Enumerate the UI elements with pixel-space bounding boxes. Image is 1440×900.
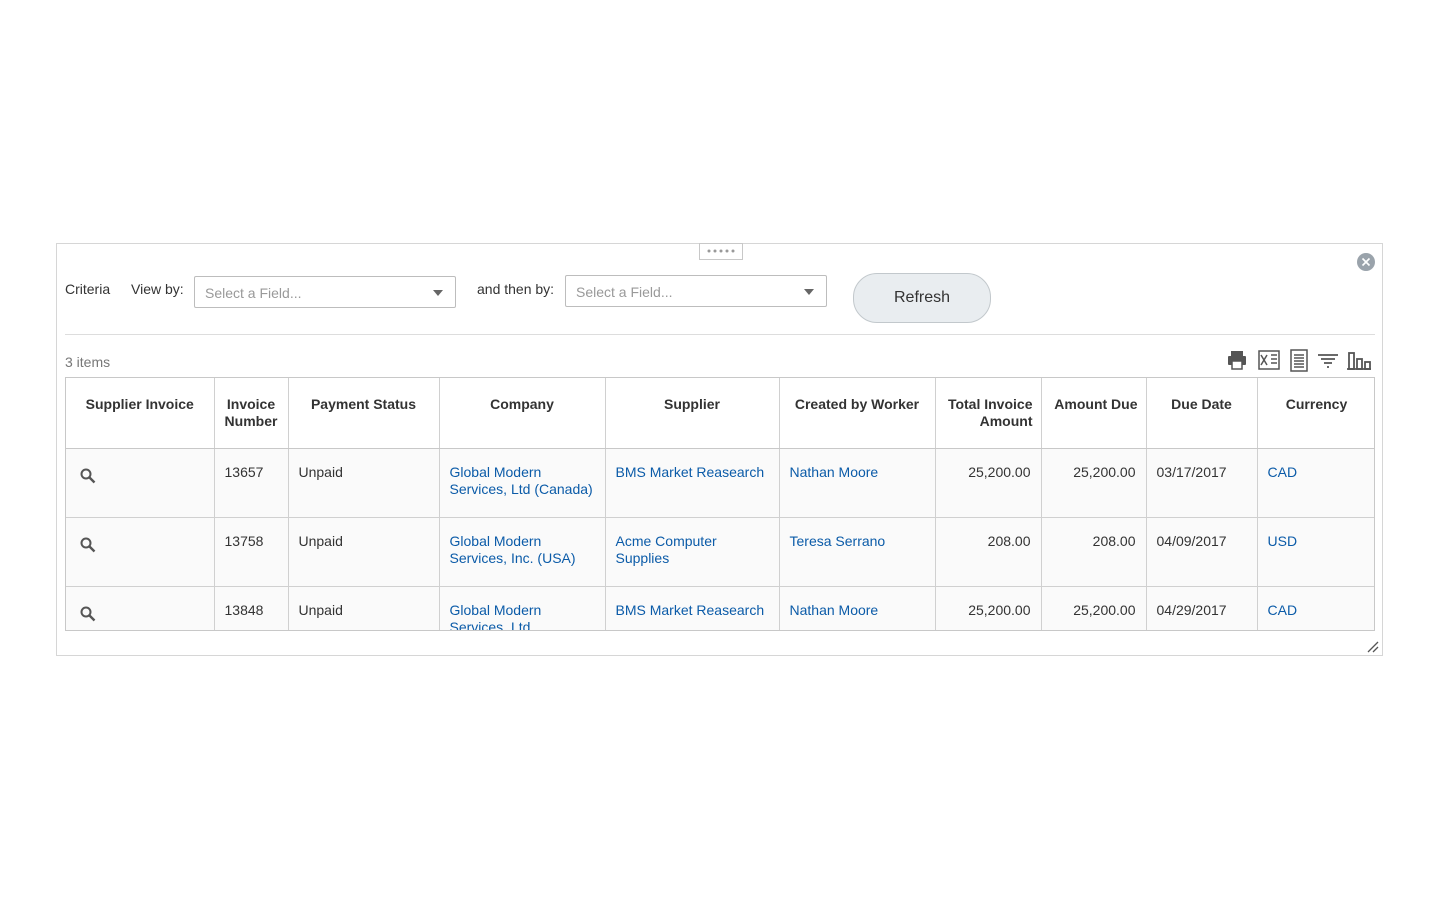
- view-cell: [66, 586, 215, 630]
- header-text: Due Date: [1171, 396, 1232, 412]
- header-text: Total Invoice Amount: [947, 396, 1033, 429]
- header-text: Supplier Invoice: [85, 396, 194, 412]
- dropdown-arrow: [433, 290, 443, 296]
- view-by-select[interactable]: Select a Field...: [194, 276, 456, 308]
- drag-handle[interactable]: [699, 243, 743, 261]
- magnifier-icon[interactable]: [80, 606, 96, 622]
- column-header: Invoice Number: [214, 378, 289, 449]
- invoice-table: Supplier Invoice Invoice Number Payment St…: [66, 378, 1374, 630]
- header-text: Company: [490, 396, 554, 412]
- link-cell[interactable]: CAD: [1257, 586, 1374, 630]
- link-cell[interactable]: Global Modern Services, Ltd (Canada): [439, 448, 606, 518]
- cell: 25,200.00: [935, 586, 1042, 630]
- column-header: Amount Due: [1041, 378, 1147, 449]
- link-cell[interactable]: Nathan Moore: [779, 448, 936, 518]
- cell: 25,200.00: [1041, 586, 1147, 630]
- view-cell: [66, 448, 215, 518]
- resize-handle[interactable]: [1367, 641, 1379, 653]
- cell: Unpaid: [288, 517, 440, 587]
- dropdown-arrow: [804, 289, 814, 295]
- close-button[interactable]: [1356, 252, 1376, 272]
- table-body: 13657 Unpaid Global Modern Services, Ltd (…: [66, 448, 1374, 630]
- header-text: Created by Worker: [794, 396, 920, 412]
- placeholder: Select a Field...: [205, 285, 302, 301]
- column-header: Total Invoice Amount: [935, 378, 1042, 449]
- column-header: Created by Worker: [779, 378, 936, 449]
- link-cell[interactable]: CAD: [1257, 448, 1374, 518]
- link-cell[interactable]: Global Modern Services, Inc. (USA): [439, 517, 606, 587]
- cell: Unpaid: [288, 586, 440, 630]
- column-header: Company: [439, 378, 606, 449]
- table-row: 13657 Unpaid Global Modern Services, Ltd (…: [66, 448, 1374, 518]
- cell: 25,200.00: [1041, 448, 1147, 518]
- link-cell[interactable]: Nathan Moore: [779, 586, 936, 630]
- magnifier-icon[interactable]: [80, 537, 96, 553]
- cell: 13758: [214, 517, 289, 587]
- table-row: 13758 Unpaid Global Modern Services, Inc. …: [66, 517, 1374, 587]
- column-header: Supplier: [605, 378, 780, 449]
- then-by-label: and then by:: [477, 281, 555, 297]
- filter-icon[interactable]: [1318, 354, 1338, 368]
- column-header: Due Date: [1146, 378, 1258, 449]
- print-icon[interactable]: [1228, 351, 1246, 370]
- cell: 13848: [214, 586, 289, 630]
- header-text: Amount Due: [1054, 396, 1138, 412]
- cell: 25,200.00: [935, 448, 1042, 518]
- cell: 03/17/2017: [1146, 448, 1258, 518]
- cell: 04/29/2017: [1146, 586, 1258, 630]
- view-cell: [66, 517, 215, 587]
- header-row: Supplier Invoice Invoice Number Payment St…: [66, 378, 1374, 449]
- header-text: Currency: [1285, 396, 1348, 412]
- refresh-button[interactable]: Refresh: [853, 273, 991, 323]
- magnifier-icon[interactable]: [80, 468, 96, 484]
- header-text: Invoice Number: [224, 396, 278, 429]
- then-by-select[interactable]: Select a Field...: [565, 275, 827, 307]
- excel-icon[interactable]: [1258, 350, 1280, 370]
- divider: [65, 334, 1375, 335]
- toolbar: [1228, 349, 1371, 372]
- link-cell[interactable]: Global Modern Services, Ltd: [439, 586, 606, 630]
- table-icon[interactable]: [1290, 349, 1308, 372]
- cell: Unpaid: [288, 448, 440, 518]
- column-header: Currency: [1257, 378, 1374, 449]
- criteria-label: Criteria: [65, 281, 111, 297]
- header-text: Supplier: [663, 396, 720, 412]
- link-cell[interactable]: BMS Market Reasearch: [605, 586, 780, 630]
- link-cell[interactable]: Teresa Serrano: [779, 517, 936, 587]
- link-cell[interactable]: USD: [1257, 517, 1374, 587]
- cell: 04/09/2017: [1146, 517, 1258, 587]
- table-row: 13848 Unpaid Global Modern Services, Ltd BM…: [66, 586, 1374, 630]
- header-text: Payment Status: [310, 396, 417, 412]
- column-header: Payment Status: [288, 378, 440, 449]
- cell: 13657: [214, 448, 289, 518]
- cell: 208.00: [1041, 517, 1147, 587]
- view-by-label: View by:: [131, 281, 184, 297]
- report-panel: Criteria View by: Select a Field... and …: [56, 243, 1383, 656]
- cell: 208.00: [935, 517, 1042, 587]
- column-header: Supplier Invoice: [66, 378, 215, 449]
- link-cell[interactable]: Acme Computer Supplies: [605, 517, 780, 587]
- item-count: 3 items: [65, 354, 111, 370]
- chart-icon[interactable]: [1347, 352, 1371, 370]
- placeholder: Select a Field...: [576, 284, 673, 300]
- table-container: Supplier Invoice Invoice Number Payment St…: [65, 377, 1375, 631]
- link-cell[interactable]: BMS Market Reasearch: [605, 448, 780, 518]
